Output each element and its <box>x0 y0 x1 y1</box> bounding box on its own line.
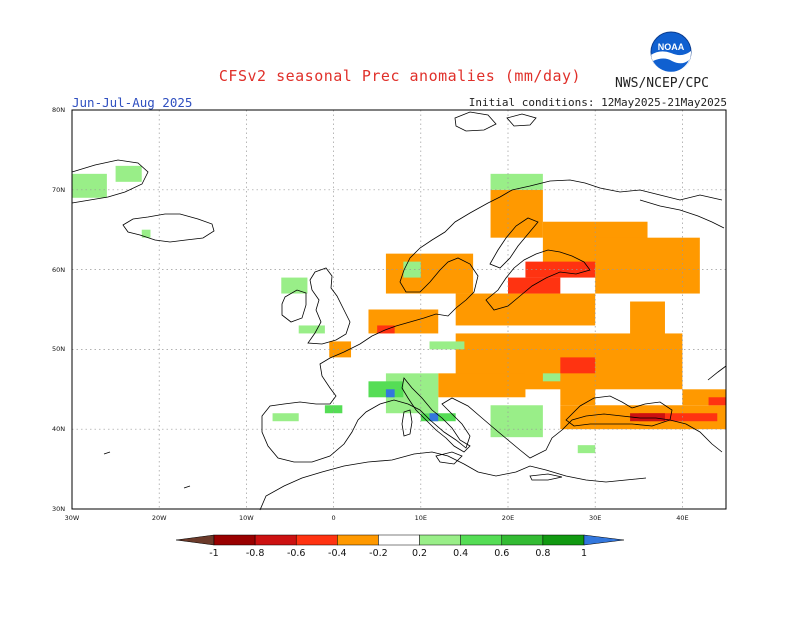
lon-label: 10E <box>414 514 427 522</box>
lat-label: 60N <box>52 265 66 274</box>
season-label: Jun-Jul-Aug 2025 <box>72 95 193 110</box>
legend-tick: 1 <box>580 548 588 559</box>
lon-label: 20W <box>151 514 167 522</box>
lon-label: 0 <box>331 514 336 522</box>
anomaly-cell <box>490 405 543 438</box>
legend-swatch <box>501 534 544 546</box>
anomaly-cell <box>272 413 299 422</box>
logo-text: NOAA <box>658 42 685 52</box>
anomaly-cell <box>438 373 526 398</box>
lat-label: 30N <box>52 505 66 513</box>
legend-swatch <box>175 534 215 546</box>
legend-tick: -1 <box>209 548 219 559</box>
legend-swatch <box>378 534 420 546</box>
legend-swatch <box>213 534 256 546</box>
lon-label: 20E <box>501 514 515 522</box>
legend-swatch <box>295 534 338 546</box>
legend-tick: 0.6 <box>494 548 510 559</box>
lon-label: 40E <box>676 514 689 522</box>
lat-label: 70N <box>52 185 66 194</box>
anomaly-cell <box>508 277 561 294</box>
legend-swatch <box>460 534 503 546</box>
legend-tick: 0.2 <box>411 548 428 559</box>
anomaly-cell <box>298 325 325 334</box>
anomaly-cell <box>708 397 726 406</box>
legend-tick: 0.4 <box>453 548 469 559</box>
anomaly-cell <box>281 277 308 294</box>
legend-tick: -0.8 <box>245 548 265 559</box>
agency-label: NWS/NCEP/CPC <box>615 76 709 91</box>
anomaly-cell <box>577 445 596 454</box>
legend-swatch <box>542 534 585 546</box>
anomaly-cell <box>560 357 596 374</box>
anomaly-cells <box>72 165 726 454</box>
lon-label: 30W <box>64 514 80 522</box>
anomaly-cell <box>141 229 151 238</box>
legend-swatch <box>419 534 461 546</box>
anomaly-cell <box>403 261 421 278</box>
anomaly-cell <box>638 413 718 422</box>
anomaly-cell <box>329 341 352 358</box>
anomaly-cell <box>560 381 596 406</box>
legend-swatch <box>254 534 297 546</box>
map-frame <box>71 109 727 510</box>
anomaly-cell <box>455 293 596 326</box>
coastlines <box>71 111 727 511</box>
anomaly-cell <box>542 373 561 382</box>
anomaly-cell <box>115 165 142 182</box>
anomaly-cell <box>630 413 665 422</box>
initial-conditions-label: Initial conditions: 12May2025-21May2025 <box>468 96 727 109</box>
anomaly-cell <box>72 173 107 198</box>
lat-label: 80N <box>52 106 66 114</box>
lon-label: 30E <box>588 514 602 522</box>
legend-tick: -0.6 <box>286 548 306 559</box>
legend-tick: -0.4 <box>328 548 347 559</box>
noaa-logo-icon: NOAA <box>650 31 692 73</box>
anomaly-cell <box>324 405 343 414</box>
legend-swatch <box>583 534 625 546</box>
legend-tick: -0.2 <box>369 548 388 559</box>
anomaly-cell <box>385 389 395 398</box>
legend-swatch <box>337 534 379 546</box>
lon-label: 10W <box>239 514 254 522</box>
anomaly-cell <box>429 341 465 350</box>
legend-tick: 0.8 <box>535 548 551 559</box>
anomaly-cell <box>385 253 474 294</box>
lat-label: 40N <box>52 425 66 434</box>
lat-label: 50N <box>52 345 66 354</box>
chart-title: CFSv2 seasonal Prec anomalies (mm/day) <box>218 67 582 85</box>
anomaly-cell <box>595 237 700 294</box>
anomaly-cell <box>429 413 439 422</box>
